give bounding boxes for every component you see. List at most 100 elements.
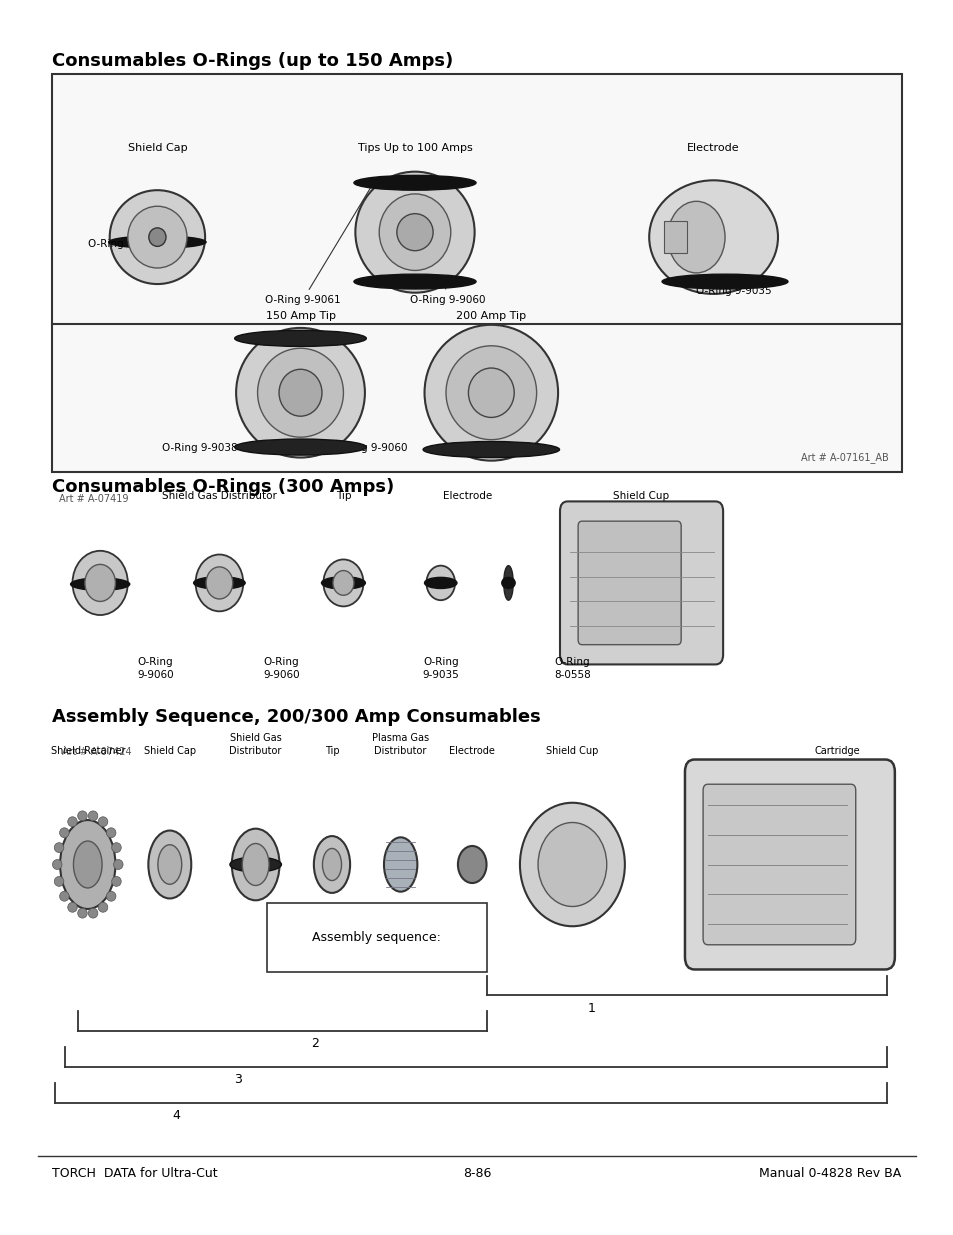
Text: O-Ring 9-9061: O-Ring 9-9061	[265, 188, 370, 305]
Ellipse shape	[501, 578, 515, 589]
Ellipse shape	[519, 803, 624, 926]
Ellipse shape	[206, 567, 233, 599]
Ellipse shape	[109, 236, 206, 248]
Ellipse shape	[321, 577, 365, 589]
Text: Shield Cap: Shield Cap	[128, 143, 187, 153]
Ellipse shape	[279, 369, 321, 416]
Ellipse shape	[537, 823, 606, 906]
Ellipse shape	[468, 368, 514, 417]
Ellipse shape	[110, 190, 205, 284]
Text: Art # A-07161_AB: Art # A-07161_AB	[801, 452, 888, 463]
Ellipse shape	[257, 348, 343, 437]
Text: O-Ring 9-9060: O-Ring 9-9060	[410, 282, 485, 305]
Ellipse shape	[54, 877, 64, 887]
Ellipse shape	[426, 566, 455, 600]
FancyBboxPatch shape	[578, 521, 680, 645]
FancyBboxPatch shape	[702, 784, 855, 945]
Text: O-Ring
8-0558: O-Ring 8-0558	[554, 657, 590, 680]
Ellipse shape	[149, 831, 191, 899]
Ellipse shape	[322, 848, 341, 881]
Text: Assembly Sequence, 200/300 Amp Consumables: Assembly Sequence, 200/300 Amp Consumabl…	[52, 708, 540, 726]
Ellipse shape	[242, 844, 269, 885]
Ellipse shape	[71, 578, 130, 590]
Ellipse shape	[232, 829, 279, 900]
Text: O-Ring
9-9060: O-Ring 9-9060	[137, 657, 173, 680]
Ellipse shape	[323, 559, 363, 606]
Ellipse shape	[85, 564, 115, 601]
Ellipse shape	[112, 877, 121, 887]
Text: 3: 3	[234, 1073, 242, 1087]
Ellipse shape	[354, 175, 476, 190]
Ellipse shape	[234, 330, 366, 347]
Ellipse shape	[503, 566, 513, 600]
FancyBboxPatch shape	[267, 903, 486, 972]
Text: 150 Amp Tip: 150 Amp Tip	[265, 311, 335, 321]
Ellipse shape	[89, 811, 98, 821]
Text: Shield Gas Distributor: Shield Gas Distributor	[162, 492, 276, 501]
Ellipse shape	[68, 816, 77, 826]
FancyBboxPatch shape	[559, 501, 722, 664]
Ellipse shape	[230, 857, 281, 872]
Ellipse shape	[107, 892, 116, 902]
Ellipse shape	[333, 571, 354, 595]
Ellipse shape	[77, 908, 87, 918]
Ellipse shape	[128, 206, 187, 268]
Ellipse shape	[424, 578, 456, 589]
Text: 2: 2	[311, 1037, 318, 1051]
Ellipse shape	[157, 845, 181, 884]
Text: 200 Amp Tip: 200 Amp Tip	[456, 311, 526, 321]
Ellipse shape	[59, 892, 69, 902]
FancyBboxPatch shape	[52, 74, 901, 472]
Text: 4: 4	[172, 1109, 180, 1123]
Text: Tip: Tip	[335, 492, 351, 501]
Ellipse shape	[355, 172, 475, 293]
Ellipse shape	[72, 551, 128, 615]
Text: 8-86: 8-86	[462, 1167, 491, 1181]
Ellipse shape	[113, 860, 123, 869]
Ellipse shape	[59, 827, 69, 837]
Ellipse shape	[648, 180, 778, 294]
Ellipse shape	[667, 201, 724, 273]
Ellipse shape	[457, 846, 486, 883]
Text: Shield Retainer: Shield Retainer	[51, 746, 125, 756]
Ellipse shape	[98, 903, 108, 913]
Ellipse shape	[234, 438, 366, 456]
Text: Shield Gas
Distributor: Shield Gas Distributor	[230, 734, 281, 756]
Ellipse shape	[424, 325, 558, 461]
Ellipse shape	[354, 274, 476, 289]
Text: 1: 1	[587, 1002, 595, 1015]
Ellipse shape	[445, 346, 536, 440]
FancyBboxPatch shape	[684, 760, 894, 969]
Text: Electrode: Electrode	[686, 143, 740, 153]
Ellipse shape	[98, 816, 108, 826]
Text: O-Ring 9-9038: O-Ring 9-9038	[162, 442, 259, 453]
Text: O-Ring 9-9035: O-Ring 9-9035	[696, 279, 771, 296]
Text: Manual 0-4828 Rev BA: Manual 0-4828 Rev BA	[759, 1167, 901, 1181]
Text: Consumables O-Rings (300 Amps): Consumables O-Rings (300 Amps)	[52, 478, 395, 496]
Text: Assembly sequence:: Assembly sequence:	[312, 931, 441, 944]
Text: Electrode: Electrode	[442, 492, 492, 501]
Text: Consumables O-Rings (up to 150 Amps): Consumables O-Rings (up to 150 Amps)	[52, 52, 454, 70]
Ellipse shape	[112, 842, 121, 852]
Ellipse shape	[77, 811, 87, 821]
Text: O-Ring 9-9060: O-Ring 9-9060	[320, 442, 407, 453]
Text: Cartridge: Cartridge	[814, 746, 860, 756]
Ellipse shape	[60, 820, 115, 909]
Text: Shield Cup: Shield Cup	[613, 492, 668, 501]
Ellipse shape	[73, 841, 102, 888]
Text: Tip: Tip	[324, 746, 339, 756]
Text: TORCH  DATA for Ultra-Cut: TORCH DATA for Ultra-Cut	[52, 1167, 218, 1181]
Ellipse shape	[378, 194, 450, 270]
Ellipse shape	[422, 441, 558, 458]
Ellipse shape	[89, 908, 98, 918]
Ellipse shape	[68, 903, 77, 913]
Ellipse shape	[195, 555, 243, 611]
Ellipse shape	[193, 577, 245, 589]
Ellipse shape	[236, 327, 364, 457]
Ellipse shape	[661, 274, 787, 289]
Text: Art # A-07424: Art # A-07424	[62, 747, 132, 757]
Ellipse shape	[54, 842, 64, 852]
Text: O-Ring 9-9039: O-Ring 9-9039	[88, 240, 163, 249]
Ellipse shape	[396, 214, 433, 251]
Text: Tips Up to 100 Amps: Tips Up to 100 Amps	[357, 143, 472, 153]
